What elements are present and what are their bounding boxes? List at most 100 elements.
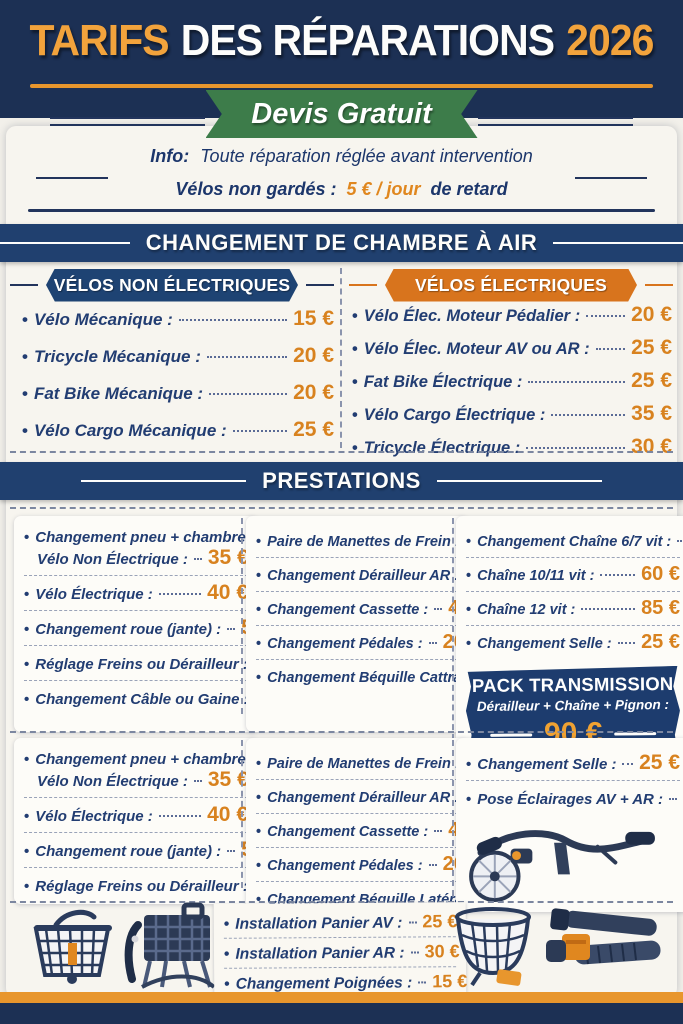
info-dash-right bbox=[575, 177, 647, 179]
item-price: 25 € bbox=[641, 631, 680, 653]
price-item: Changement Pédales :20 € bbox=[256, 631, 481, 654]
item-label: Vélo Cargo Mécanique : bbox=[33, 421, 227, 440]
footer-orange-stripe bbox=[0, 992, 683, 1003]
section-divider bbox=[10, 451, 673, 453]
chambre-list-electrique: Vélo Élec. Moteur Pédalier : 20 € Vélo Él… bbox=[352, 303, 672, 459]
price-item: Vélo Électrique : 40 € bbox=[24, 803, 248, 827]
price-item: Installation Panier AR :30 € bbox=[224, 941, 459, 964]
dotted-leader bbox=[526, 447, 626, 449]
bar-line-right bbox=[436, 480, 602, 482]
bar-line-left bbox=[81, 480, 247, 482]
price-item: Changement pneu + chambre à air Vélo Non… bbox=[24, 746, 281, 797]
item-label: Vélo Élec. Moteur Pédalier : bbox=[363, 307, 581, 325]
dotted-leader bbox=[193, 780, 202, 782]
item-label: Paire de Manettes de Frein : bbox=[267, 534, 460, 550]
devis-gratuit-label: Devis Gratuit bbox=[251, 97, 432, 130]
pack-title: PACK TRANSMISSION bbox=[471, 672, 674, 697]
dotted-leader bbox=[669, 798, 678, 800]
pack-subtitle: Dérailleur + Chaîne + Pignon : bbox=[476, 696, 670, 715]
dotted-leader bbox=[193, 558, 202, 560]
item-label: Chaîne 12 vit : bbox=[477, 602, 576, 618]
item-price: 20 € bbox=[293, 344, 334, 367]
item-label: Tricycle Mécanique : bbox=[33, 347, 201, 366]
dotted-leader bbox=[551, 414, 626, 416]
prestations-card-1: Changement pneu + chambre à air Vélo Non… bbox=[14, 516, 310, 732]
item-label: Vélo Mécanique : bbox=[33, 310, 173, 329]
prestations-card-5: Paire de Manettes de Frein :65 € Changem… bbox=[246, 738, 543, 912]
item-price: 20 € bbox=[631, 303, 672, 326]
price-item: Changement Pédales :20 € bbox=[256, 853, 481, 876]
dotted-leader bbox=[178, 319, 288, 321]
rear-rack-basket-icon bbox=[124, 902, 216, 989]
item-price: 85 € bbox=[641, 597, 680, 619]
item-label: Changement Cassette : bbox=[267, 602, 429, 618]
section-bar-chambre-a-air: CHANGEMENT DE CHAMBRE À AIR bbox=[0, 224, 683, 262]
title-des-reparations: DES RÉPARATIONS bbox=[180, 16, 555, 65]
handlebar-grips-icon bbox=[546, 908, 661, 965]
item-label: Changement Béquille Cattrale : bbox=[267, 670, 483, 686]
late-fee-prefix: Vélos non gardés : bbox=[175, 179, 337, 199]
chambre-list-non-electrique: Vélo Mécanique : 15 € Tricycle Mécanique … bbox=[22, 307, 334, 442]
info-text: Toute réparation réglée avant interventi… bbox=[200, 146, 533, 166]
price-item: Fat Bike Mécanique : 20 € bbox=[22, 381, 334, 405]
price-item: Réglage Freins ou Dérailleur :15 € bbox=[24, 873, 308, 897]
price-item: Changement Dérailleur AR :40 € bbox=[256, 563, 518, 586]
price-item: Vélo Élec. Moteur Pédalier : 20 € bbox=[352, 303, 672, 327]
ribbon-side-line-left bbox=[50, 117, 205, 126]
front-basket-icon bbox=[33, 909, 112, 984]
prestations-card-4: Changement pneu + chambre à air Vélo Non… bbox=[14, 738, 309, 904]
item-label: Changement Pédales : bbox=[267, 636, 423, 652]
item-label: Changement Câble ou Gaine : bbox=[35, 691, 249, 708]
item-price: 15 € bbox=[293, 307, 334, 330]
item-price: 25 € bbox=[293, 418, 334, 441]
item-label: Chaîne 10/11 vit : bbox=[477, 568, 595, 584]
dotted-leader bbox=[158, 815, 202, 817]
header-dash bbox=[349, 283, 377, 287]
item-label: Changement roue (jante) : bbox=[35, 843, 222, 860]
price-item: Réglage Freins ou Dérailleur :15 € bbox=[24, 651, 308, 675]
row-divider bbox=[10, 901, 673, 903]
price-item: Changement Chaîne 6/7 vit :28 € bbox=[466, 529, 683, 552]
header-dash bbox=[645, 283, 673, 287]
prestations-card-6: Changement Selle : 25 € Pose Éclairages A… bbox=[456, 738, 683, 912]
dotted-leader bbox=[410, 951, 419, 954]
price-item: Chaîne 10/11 vit : 60 € bbox=[466, 563, 680, 586]
item-label: Changement Pédales : bbox=[267, 858, 423, 874]
item-label: Vélo Cargo Électrique : bbox=[363, 406, 546, 424]
late-fee-amount: 5 € / jour bbox=[346, 179, 421, 199]
item-price: 35 € bbox=[631, 402, 672, 425]
price-item: Changement roue (jante) :50 € bbox=[24, 616, 282, 640]
column-header-label: VÉLOS NON ÉLECTRIQUES bbox=[53, 274, 291, 295]
price-item: Vélo Électrique : 40 € bbox=[24, 581, 248, 605]
dotted-leader bbox=[232, 430, 288, 432]
price-item: Fat Bike Électrique : 25 € bbox=[352, 369, 672, 393]
price-item: Changement Cassette :40 € bbox=[256, 597, 487, 620]
column-header-velos-non-electriques: VÉLOS NON ÉLECTRIQUES bbox=[46, 268, 298, 302]
dotted-leader bbox=[677, 540, 683, 542]
prestations-card-2: Paire de Manettes de Frein :65 € Changem… bbox=[246, 516, 541, 732]
item-label: Pose Éclairages AV + AR : bbox=[477, 791, 664, 808]
item-label: Réglage Freins ou Dérailleur : bbox=[35, 878, 248, 895]
price-item: Changement Cassette :40 € bbox=[256, 819, 487, 842]
item-label: Changement Selle : bbox=[477, 636, 612, 652]
price-item: Tricycle Électrique : 30 € bbox=[352, 435, 672, 459]
item-label: Vélo Électrique : bbox=[35, 808, 153, 825]
section-title-prestations: PRESTATIONS bbox=[262, 468, 421, 493]
item-label: Changement roue (jante) : bbox=[35, 621, 222, 638]
dotted-leader bbox=[418, 981, 427, 984]
price-item: Changement pneu + chambre à air Vélo Non… bbox=[24, 524, 281, 575]
title-underline bbox=[30, 84, 653, 88]
item-label: Changement Cassette : bbox=[267, 824, 429, 840]
column-divider bbox=[340, 268, 342, 448]
dotted-leader bbox=[434, 608, 443, 610]
item-price: 20 € bbox=[293, 381, 334, 404]
ribbon-side-line-right bbox=[478, 117, 633, 126]
item-label: Changement Dérailleur AR : bbox=[267, 568, 460, 584]
page-title: TARIFS DES RÉPARATIONS 2026 bbox=[24, 16, 659, 66]
price-item: Changement Câble ou Gaine :20 € bbox=[24, 686, 309, 710]
price-item: Paire de Manettes de Frein :65 € bbox=[256, 751, 519, 774]
info-label: Info: bbox=[150, 146, 190, 166]
header-dash bbox=[306, 283, 334, 287]
price-item: Paire de Manettes de Frein :65 € bbox=[256, 529, 519, 552]
